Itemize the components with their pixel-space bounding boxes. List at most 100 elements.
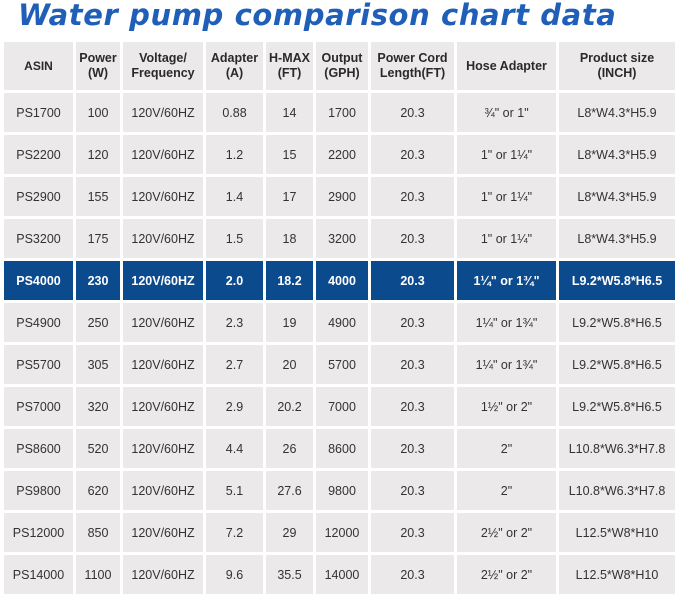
asin-cell: PS7000 — [4, 387, 73, 426]
table-row: PS3200 175 120V/60HZ 1.5 18 3200 20.3 1" or 1¼"… — [4, 219, 675, 258]
header-cord-line2: Length(FT) — [379, 66, 446, 80]
power-cell: 305 — [76, 345, 120, 384]
adapter-cell: 7.2 — [206, 513, 263, 552]
voltage-cell: 120V/60HZ — [123, 261, 203, 300]
header-hmax-line2: (FT) — [277, 66, 302, 80]
output-cell: 4900 — [316, 303, 368, 342]
header-hose-adapter: Hose Adapter — [457, 42, 556, 90]
product-size-cell: L8*W4.3*H5.9 — [559, 135, 675, 174]
asin-cell: PS14000 — [4, 555, 73, 594]
header-power: Power (W) — [76, 42, 120, 90]
voltage-cell: 120V/60HZ — [123, 345, 203, 384]
output-cell: 7000 — [316, 387, 368, 426]
voltage-cell: 120V/60HZ — [123, 429, 203, 468]
power-cell: 620 — [76, 471, 120, 510]
voltage-cell: 120V/60HZ — [123, 471, 203, 510]
table-row: PS12000 850 120V/60HZ 7.2 29 12000 20.3 2½" or … — [4, 513, 675, 552]
header-voltage-line2: Frequency — [131, 66, 195, 80]
output-cell: 8600 — [316, 429, 368, 468]
hmax-cell: 29 — [266, 513, 313, 552]
cord-length-cell: 20.3 — [371, 93, 454, 132]
header-adapter: Adapter (A) — [206, 42, 263, 90]
header-voltage: Voltage/Frequency — [123, 42, 203, 90]
table-row: PS8600 520 120V/60HZ 4.4 26 8600 20.3 2" L10.8*W… — [4, 429, 675, 468]
asin-cell: PS8600 — [4, 429, 73, 468]
table-row: PS1700 100 120V/60HZ 0.88 14 1700 20.3 ¾" or 1"… — [4, 93, 675, 132]
header-adapter-line2: (A) — [225, 66, 244, 80]
asin-cell: PS9800 — [4, 471, 73, 510]
product-size-cell: L9.2*W5.8*H6.5 — [559, 303, 675, 342]
product-size-cell: L12.5*W8*H10 — [559, 513, 675, 552]
hose-adapter-cell: 2½" or 2" — [457, 513, 556, 552]
hmax-cell: 17 — [266, 177, 313, 216]
hose-adapter-cell: 1" or 1¼" — [457, 219, 556, 258]
product-size-cell: L8*W4.3*H5.9 — [559, 219, 675, 258]
power-cell: 120 — [76, 135, 120, 174]
power-cell: 1100 — [76, 555, 120, 594]
hose-adapter-cell: 2½" or 2" — [457, 555, 556, 594]
asin-cell: PS2900 — [4, 177, 73, 216]
cord-length-cell: 20.3 — [371, 429, 454, 468]
product-size-cell: L10.8*W6.3*H7.8 — [559, 471, 675, 510]
table-row: PS2900 155 120V/60HZ 1.4 17 2900 20.3 1" or 1¼"… — [4, 177, 675, 216]
header-row: ASIN Power (W) Voltage/Frequency Adapter(… — [4, 42, 675, 90]
adapter-cell: 9.6 — [206, 555, 263, 594]
output-cell: 2900 — [316, 177, 368, 216]
voltage-cell: 120V/60HZ — [123, 93, 203, 132]
voltage-cell: 120V/60HZ — [123, 177, 203, 216]
product-size-cell: L9.2*W5.8*H6.5 — [559, 261, 675, 300]
table-row: PS2200 120 120V/60HZ 1.2 15 2200 20.3 1" or 1¼"… — [4, 135, 675, 174]
voltage-cell: 120V/60HZ — [123, 135, 203, 174]
asin-cell: PS1700 — [4, 93, 73, 132]
power-cell: 850 — [76, 513, 120, 552]
cord-length-cell: 20.3 — [371, 555, 454, 594]
asin-cell: PS4000 — [4, 261, 73, 300]
hose-adapter-cell: 2" — [457, 429, 556, 468]
power-cell: 175 — [76, 219, 120, 258]
header-size-line1: Product size — [579, 51, 655, 65]
product-size-cell: L10.8*W6.3*H7.8 — [559, 429, 675, 468]
adapter-cell: 4.4 — [206, 429, 263, 468]
hmax-cell: 20 — [266, 345, 313, 384]
table-row: PS7000 320 120V/60HZ 2.9 20.2 7000 20.3 1½" or … — [4, 387, 675, 426]
voltage-cell: 120V/60HZ — [123, 303, 203, 342]
hmax-cell: 27.6 — [266, 471, 313, 510]
hmax-cell: 20.2 — [266, 387, 313, 426]
adapter-cell: 2.0 — [206, 261, 263, 300]
hose-adapter-cell: 2" — [457, 471, 556, 510]
header-cord-line1: Power Cord — [377, 51, 448, 65]
hmax-cell: 26 — [266, 429, 313, 468]
header-output-line2: (GPH) — [324, 66, 360, 80]
table-row: PS14000 1100 120V/60HZ 9.6 35.5 14000 20.3 2½" … — [4, 555, 675, 594]
hmax-cell: 14 — [266, 93, 313, 132]
cord-length-cell: 20.3 — [371, 219, 454, 258]
header-hmax-line1: H-MAX — [269, 51, 310, 65]
hose-adapter-cell: 1" or 1¼" — [457, 177, 556, 216]
adapter-cell: 0.88 — [206, 93, 263, 132]
product-size-cell: L12.5*W8*H10 — [559, 555, 675, 594]
adapter-cell: 5.1 — [206, 471, 263, 510]
header-hose-label: Hose Adapter — [466, 58, 547, 73]
header-power-cord: Power Cord Length(FT) — [371, 42, 454, 90]
voltage-cell: 120V/60HZ — [123, 513, 203, 552]
product-size-cell: L9.2*W5.8*H6.5 — [559, 387, 675, 426]
header-power-line2: (W) — [87, 66, 109, 80]
product-size-cell: L8*W4.3*H5.9 — [559, 93, 675, 132]
page-title: Water pump comparison chart data — [18, 0, 617, 32]
hose-adapter-cell: 1½" or 2" — [457, 387, 556, 426]
asin-cell: PS12000 — [4, 513, 73, 552]
adapter-cell: 2.7 — [206, 345, 263, 384]
adapter-cell: 1.4 — [206, 177, 263, 216]
output-cell: 2200 — [316, 135, 368, 174]
cord-length-cell: 20.3 — [371, 135, 454, 174]
output-cell: 5700 — [316, 345, 368, 384]
cord-length-cell: 20.3 — [371, 261, 454, 300]
table-row: PS5700 305 120V/60HZ 2.7 20 5700 20.3 1¼" or 1¾… — [4, 345, 675, 384]
header-adapter-line1: Adapter — [210, 51, 259, 65]
table-row: PS4900 250 120V/60HZ 2.3 19 4900 20.3 1¼" or 1¾… — [4, 303, 675, 342]
output-cell: 4000 — [316, 261, 368, 300]
hose-adapter-cell: 1" or 1¼" — [457, 135, 556, 174]
hmax-cell: 35.5 — [266, 555, 313, 594]
hose-adapter-cell: 1¼" or 1¾" — [457, 345, 556, 384]
header-product-size: Product size (INCH) — [559, 42, 675, 90]
